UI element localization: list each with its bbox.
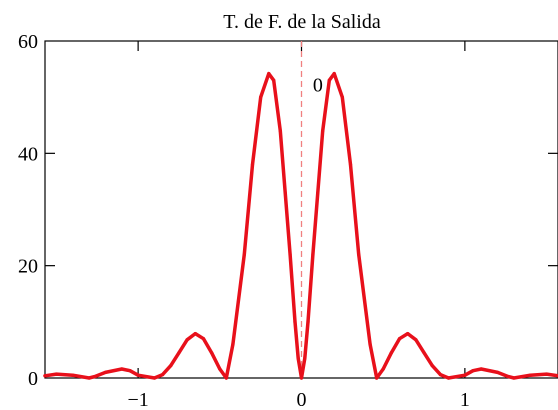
data-point: [446, 376, 451, 380]
data-point: [136, 373, 140, 377]
y-tick-label: 60: [18, 31, 38, 53]
x-tick-label: 1: [460, 389, 470, 410]
data-point: [357, 252, 361, 257]
data-point: [332, 71, 336, 76]
data-point: [463, 373, 467, 377]
data-point: [471, 369, 475, 373]
data-point: [185, 338, 189, 342]
data-point: [340, 95, 344, 99]
data-point: [381, 367, 385, 371]
data-point: [87, 376, 91, 380]
data-point: [430, 364, 434, 368]
y-tick-label: 40: [18, 143, 38, 165]
x-tick-label: −1: [127, 389, 148, 410]
data-point: [406, 332, 410, 336]
data-point: [177, 351, 181, 355]
data-point: [250, 162, 255, 167]
data-point: [293, 320, 297, 324]
data-point: [414, 338, 418, 342]
data-point: [438, 373, 442, 377]
data-point: [389, 351, 393, 355]
data-point: [528, 373, 532, 377]
data-point: [512, 376, 516, 380]
data-point: [210, 351, 214, 355]
data-point: [161, 373, 165, 377]
data-point: [231, 342, 235, 346]
data-point: [303, 356, 307, 360]
data-point: [368, 342, 372, 346]
data-point: [242, 252, 246, 257]
data-point: [288, 252, 292, 257]
data-point: [272, 78, 276, 82]
data-point: [505, 374, 509, 378]
data-point: [375, 376, 379, 380]
data-point: [169, 364, 173, 368]
data-point: [299, 376, 304, 380]
data-point: [54, 372, 59, 376]
data-point: [348, 162, 353, 167]
data-point: [306, 320, 310, 324]
data-point: [94, 374, 98, 378]
data-point: [103, 370, 108, 374]
data-point: [224, 376, 228, 380]
data-point: [278, 129, 282, 133]
data-point: [193, 332, 197, 336]
data-point: [201, 337, 206, 341]
data-point: [397, 337, 402, 341]
chart-title: T. de F. de la Salida: [223, 11, 381, 33]
axes: 0 20 40 60 −1 0 1: [18, 31, 558, 410]
annotations: 0: [313, 75, 323, 97]
data-point: [321, 129, 325, 133]
data-point: [327, 78, 331, 82]
data-point: [71, 373, 75, 377]
data-point: [128, 369, 132, 373]
data-point: [283, 191, 287, 195]
data-point: [120, 367, 124, 371]
data-point: [296, 356, 300, 360]
x-tick-label: 0: [297, 389, 307, 410]
data-point: [267, 71, 271, 76]
data-point: [43, 374, 47, 378]
data-point: [152, 376, 157, 380]
data-point: [311, 252, 315, 257]
data-point: [218, 367, 222, 371]
y-tick-label: 20: [18, 256, 38, 278]
data-point: [422, 351, 426, 355]
y-tick-label: 0: [28, 368, 38, 390]
annotation-label: 0: [313, 75, 323, 97]
data-point: [495, 370, 500, 374]
data-point: [259, 95, 263, 99]
data-point: [544, 372, 549, 376]
data-point: [316, 191, 320, 195]
series-points: [43, 71, 558, 380]
data-point: [479, 367, 483, 371]
